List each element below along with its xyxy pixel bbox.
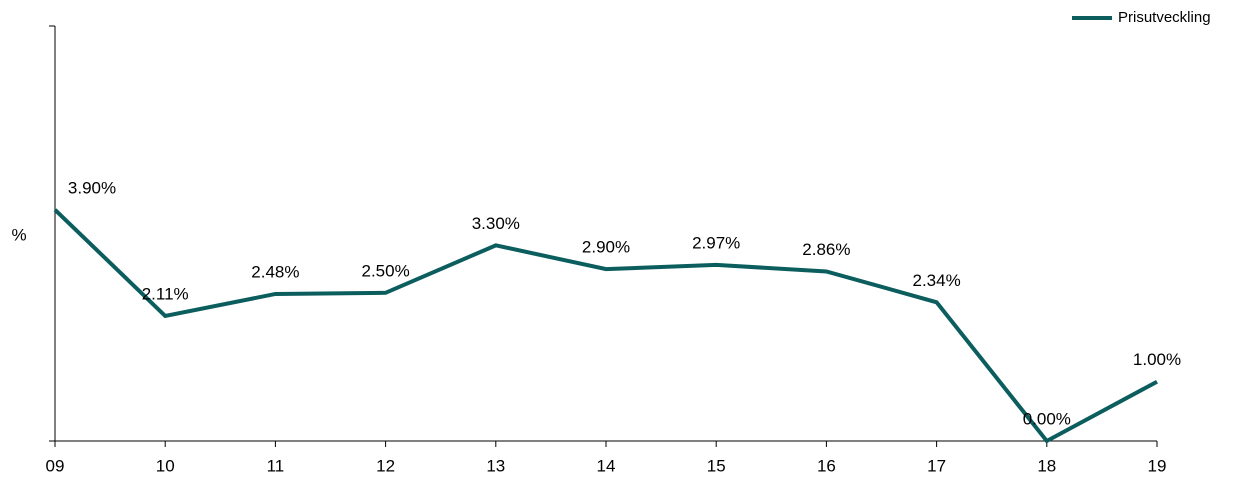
data-label: 2.11% (142, 284, 189, 303)
y-axis-label: % (11, 225, 26, 244)
x-tick-label: 09 (46, 456, 65, 475)
data-label: 2.97% (692, 233, 740, 252)
x-tick-label: 13 (486, 456, 505, 475)
data-label: 0.00% (1023, 409, 1071, 428)
x-tick-label: 16 (817, 456, 836, 475)
data-label: 2.90% (582, 238, 630, 257)
data-label: 3.90% (68, 178, 116, 197)
data-label: 2.34% (912, 271, 960, 290)
data-label: 2.50% (361, 261, 409, 280)
legend-label: Prisutveckling (1118, 9, 1211, 26)
data-label: 2.48% (251, 262, 299, 281)
x-tick-label: 15 (707, 456, 726, 475)
line (53, 208, 1158, 444)
data-label: 1.00% (1133, 350, 1181, 369)
x-tick-label: 11 (267, 456, 285, 475)
x-tick-label: 19 (1148, 456, 1167, 475)
x-tick-label: 10 (156, 456, 175, 475)
x-tick-label: 14 (597, 456, 616, 475)
x-tick-label: 17 (927, 456, 946, 475)
data-label: 3.30% (472, 214, 520, 233)
x-tick-label: 18 (1037, 456, 1056, 475)
data-label: 2.86% (802, 240, 850, 259)
x-tick-label: 12 (376, 456, 395, 475)
